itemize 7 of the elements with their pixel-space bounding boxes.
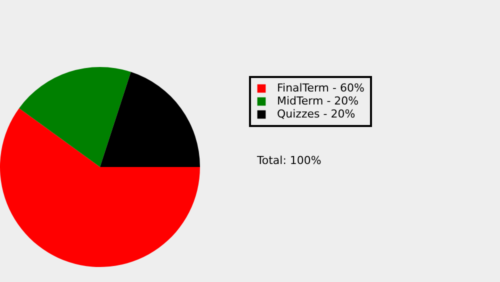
legend-label: Quizzes - 20% xyxy=(277,108,356,120)
text: Total: 100% xyxy=(256,154,322,167)
legend-label: FinalTerm - 60% xyxy=(277,82,364,94)
pie-slice xyxy=(100,72,200,167)
legend-label: MidTerm - 20% xyxy=(277,94,359,108)
pie-slice xyxy=(19,67,131,167)
pie-slice xyxy=(0,108,200,267)
